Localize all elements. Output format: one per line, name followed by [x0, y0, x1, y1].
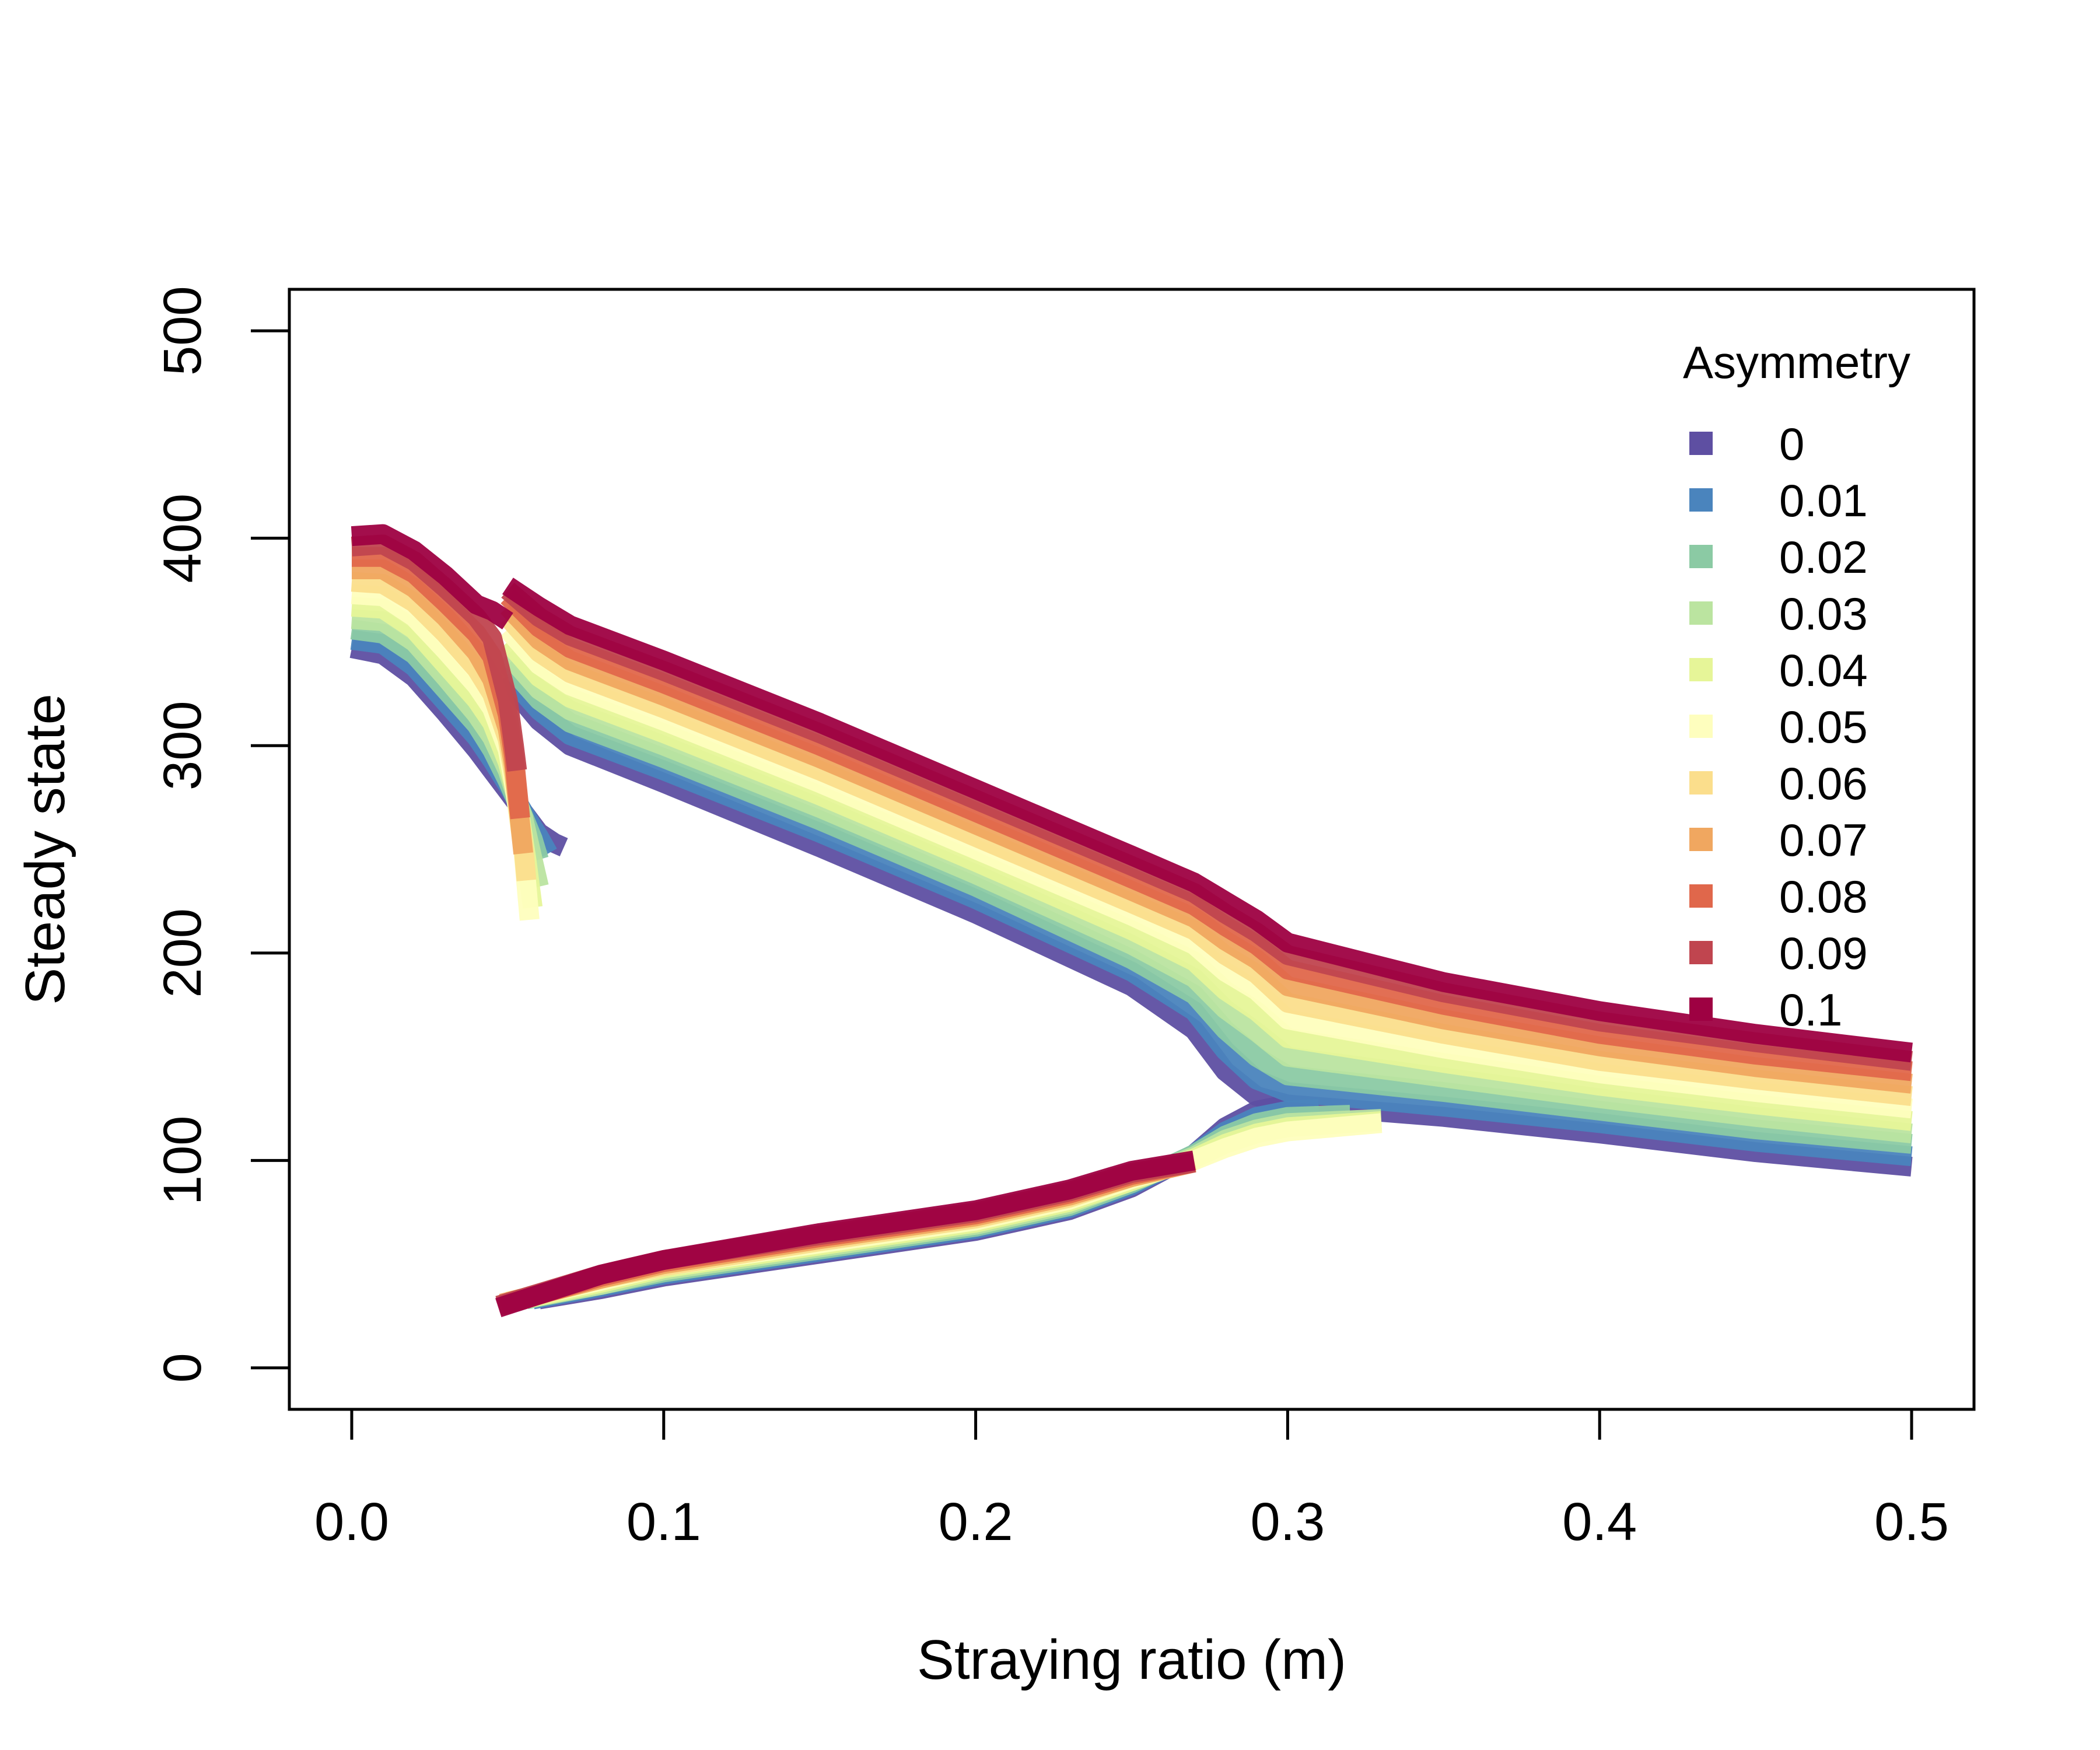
x-tick-label: 0.0	[314, 1492, 389, 1552]
legend-swatch	[1689, 828, 1713, 851]
legend-title: Asymmetry	[1683, 337, 1910, 388]
x-tick-label: 0.2	[939, 1492, 1013, 1552]
legend-label: 0.1	[1779, 984, 1842, 1035]
legend-swatch	[1689, 545, 1713, 568]
y-axis-title: Steady state	[14, 694, 76, 1005]
y-tick-label: 200	[153, 908, 212, 998]
legend-swatch	[1689, 601, 1713, 625]
legend-swatch	[1689, 771, 1713, 794]
series-line-0-branch-1	[500, 677, 1913, 1177]
x-tick-label: 0.4	[1562, 1492, 1637, 1552]
legend-swatch	[1689, 941, 1713, 964]
legend-label: 0.01	[1779, 475, 1868, 526]
y-axis: 0 100 200 300 400 500	[153, 286, 291, 1382]
x-tick-label: 0.1	[626, 1492, 701, 1552]
series-line-5-branch-1	[500, 622, 1913, 1119]
series-line-10-branch-0	[351, 524, 513, 630]
y-tick-label: 100	[153, 1116, 212, 1206]
legend-label: 0.06	[1779, 758, 1868, 809]
series-line-2-branch-1	[500, 658, 1913, 1154]
x-axis-title: Straying ratio (m)	[917, 1629, 1346, 1691]
series-line-10-branch-2	[495, 1150, 1196, 1317]
series-line-3-branch-1	[500, 648, 1913, 1144]
legend-label: 0.04	[1779, 645, 1868, 696]
legend-label: 0	[1779, 418, 1804, 470]
legend-swatch	[1689, 884, 1713, 908]
legend-label: 0.09	[1779, 928, 1868, 979]
legend-swatch	[1689, 658, 1713, 681]
x-tick-label: 0.5	[1874, 1492, 1949, 1552]
y-tick-label: 400	[153, 494, 212, 583]
series-layer	[349, 524, 1913, 1317]
series-line-7-branch-1	[501, 600, 1913, 1094]
x-tick-label: 0.3	[1250, 1492, 1325, 1552]
legend-label: 0.08	[1779, 871, 1868, 922]
x-axis: 0.0 0.1 0.2 0.3 0.4 0.5	[314, 1408, 1949, 1552]
legend-label: 0.05	[1779, 701, 1868, 752]
legend-swatch	[1689, 998, 1713, 1021]
series-line-1-branch-1	[500, 668, 1913, 1167]
y-tick-label: 0	[153, 1353, 212, 1382]
y-tick-label: 500	[153, 286, 212, 376]
legend-label: 0.03	[1779, 588, 1868, 639]
series-line-8-branch-1	[501, 589, 1913, 1082]
legend: Asymmetry 00.010.020.030.040.050.060.070…	[1683, 337, 1910, 1035]
legend-label: 0.02	[1779, 531, 1868, 583]
legend-swatch	[1689, 715, 1713, 738]
series-line-4-branch-1	[500, 635, 1913, 1131]
series-line-6-branch-1	[500, 610, 1913, 1107]
legend-label: 0.07	[1779, 814, 1868, 866]
y-tick-label: 300	[153, 701, 212, 790]
legend-swatch	[1689, 488, 1713, 512]
series-line-10-branch-1	[502, 578, 1913, 1063]
legend-swatch	[1689, 432, 1713, 455]
